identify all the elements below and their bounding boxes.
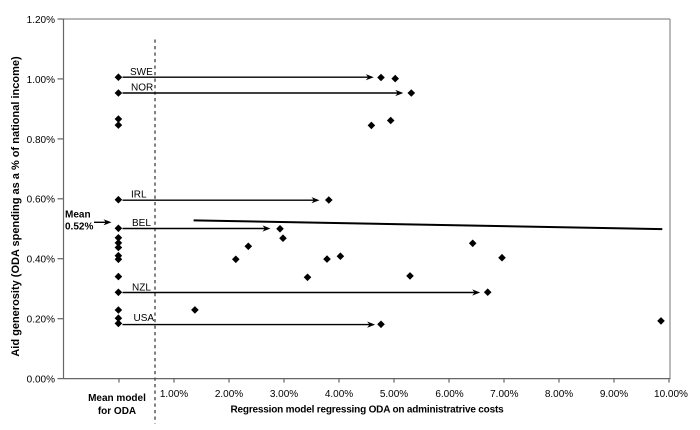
- svg-text:4.00%: 4.00%: [325, 389, 353, 400]
- svg-text:for ODA: for ODA: [98, 406, 136, 417]
- svg-text:2.00%: 2.00%: [215, 389, 243, 400]
- svg-text:0.20%: 0.20%: [27, 315, 55, 326]
- svg-text:Mean: Mean: [65, 210, 91, 221]
- svg-text:NOR: NOR: [131, 82, 153, 93]
- svg-text:SWE: SWE: [130, 67, 153, 78]
- svg-text:BEL: BEL: [132, 218, 151, 229]
- svg-text:1.20%: 1.20%: [27, 15, 55, 26]
- svg-text:0.80%: 0.80%: [27, 135, 55, 146]
- svg-text:1.00%: 1.00%: [160, 389, 188, 400]
- svg-text:3.00%: 3.00%: [270, 389, 298, 400]
- svg-text:USA: USA: [134, 313, 155, 324]
- svg-text:Regression model regressing OD: Regression model regressing ODA on admin…: [231, 404, 505, 415]
- svg-text:5.00%: 5.00%: [380, 389, 408, 400]
- svg-text:1.00%: 1.00%: [27, 75, 55, 86]
- svg-text:0.40%: 0.40%: [27, 255, 55, 266]
- svg-text:0.60%: 0.60%: [27, 195, 55, 206]
- svg-text:Mean model: Mean model: [88, 393, 146, 404]
- svg-text:8.00%: 8.00%: [545, 389, 573, 400]
- svg-text:Aid generosity (ODA spending a: Aid generosity (ODA spending as a % of n…: [10, 56, 22, 357]
- svg-text:0.52%: 0.52%: [65, 221, 93, 232]
- svg-text:IRL: IRL: [131, 190, 147, 201]
- svg-text:10.00%: 10.00%: [654, 389, 688, 400]
- svg-text:NZL: NZL: [132, 282, 151, 293]
- svg-text:9.00%: 9.00%: [600, 389, 628, 400]
- svg-text:0.00%: 0.00%: [27, 375, 55, 386]
- svg-text:7.00%: 7.00%: [490, 389, 518, 400]
- svg-text:6.00%: 6.00%: [435, 389, 463, 400]
